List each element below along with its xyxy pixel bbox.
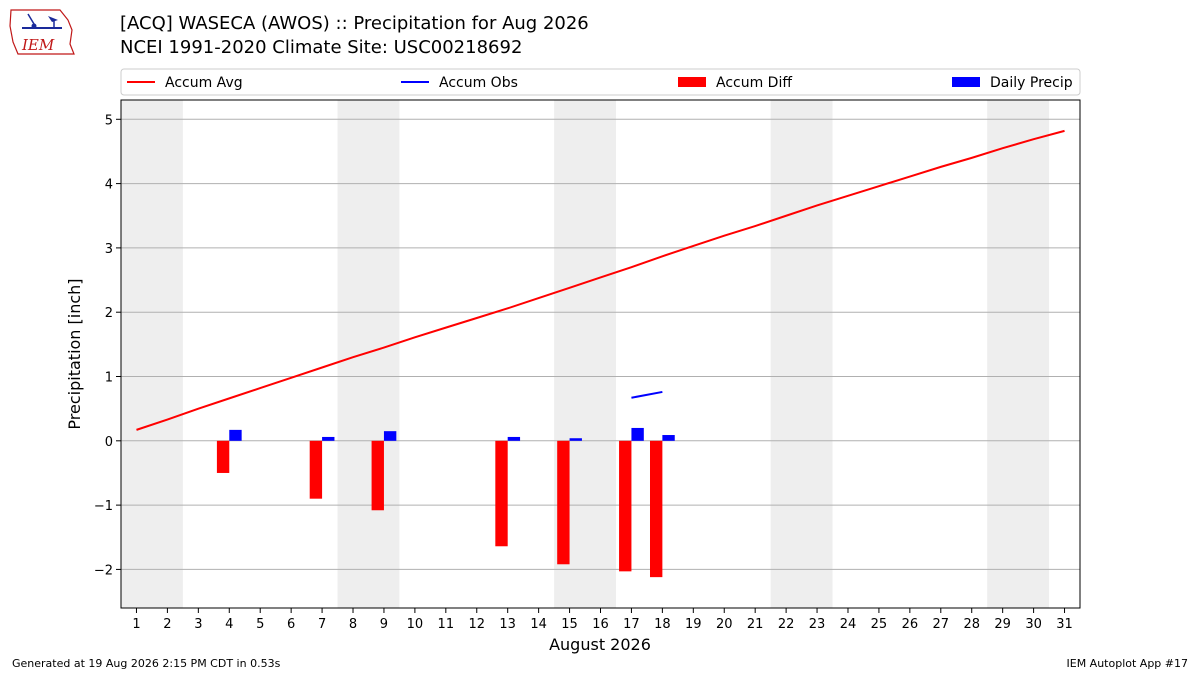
x-axis-label: August 2026 xyxy=(549,635,651,654)
daily-precip-bar xyxy=(507,436,521,441)
generated-timestamp: Generated at 19 Aug 2026 2:15 PM CDT in … xyxy=(12,657,281,670)
x-tick-label: 16 xyxy=(592,617,609,632)
legend-label: Accum Avg xyxy=(165,75,243,91)
app-credit: IEM Autoplot App #17 xyxy=(1066,657,1189,670)
weekend-shading xyxy=(121,100,1050,608)
daily-precip-bar xyxy=(631,427,644,441)
y-tick-label: 5 xyxy=(105,113,113,128)
legend-label: Accum Obs xyxy=(439,75,518,91)
accum-diff-bar xyxy=(619,440,632,572)
weekend-band xyxy=(337,100,400,608)
daily-precip-bar xyxy=(229,429,242,441)
grid-lines xyxy=(121,118,1080,570)
y-tick-label: 1 xyxy=(105,371,113,386)
x-tick-label: 21 xyxy=(747,617,764,632)
y-tick-label: 3 xyxy=(105,242,113,257)
accum-diff-bar xyxy=(557,440,570,565)
x-tick-label: 23 xyxy=(809,617,826,632)
legend: Accum Avg Accum Obs Accum Diff Daily Precip xyxy=(120,68,1081,96)
bars xyxy=(216,427,675,578)
legend-label: Daily Precip xyxy=(990,75,1073,91)
x-tick-label: 15 xyxy=(561,617,578,632)
chart-subtitle: NCEI 1991-2020 Climate Site: USC00218692 xyxy=(120,37,523,58)
logo-text: IEM xyxy=(21,36,55,54)
series-lines xyxy=(136,129,1065,431)
x-tick-label: 3 xyxy=(194,617,202,632)
legend-swatch xyxy=(678,77,706,87)
daily-precip-bar xyxy=(662,435,675,441)
legend-label: Accum Diff xyxy=(716,75,792,91)
x-tick-label: 5 xyxy=(256,617,264,632)
x-tick-label: 22 xyxy=(778,617,795,632)
x-tick-label: 10 xyxy=(407,617,424,632)
y-tick-label: −2 xyxy=(94,563,113,578)
accum-diff-bar xyxy=(309,440,323,499)
x-tick-label: 24 xyxy=(840,617,857,632)
x-tick-label: 30 xyxy=(1025,617,1042,632)
x-tick-label: 13 xyxy=(499,617,516,632)
x-tick-label: 9 xyxy=(380,617,388,632)
x-tick-label: 4 xyxy=(225,617,233,632)
x-tick-label: 14 xyxy=(530,617,547,632)
x-axis: 1 2 3 4 5 6 7 8 9 10 11 12 13 14 15 16 17 18 19 20 21 22 23 24 2… xyxy=(132,608,1073,632)
x-tick-label: 19 xyxy=(685,617,702,632)
x-tick-label: 29 xyxy=(994,617,1011,632)
accum-diff-bar xyxy=(371,440,384,511)
x-tick-label: 26 xyxy=(902,617,919,632)
accum-obs-line xyxy=(631,390,663,399)
accum-avg-line xyxy=(136,129,1065,431)
x-tick-label: 6 xyxy=(287,617,295,632)
x-tick-label: 31 xyxy=(1056,617,1073,632)
legend-box xyxy=(120,68,1081,96)
x-tick-label: 2 xyxy=(163,617,171,632)
y-tick-label: 2 xyxy=(105,306,113,321)
daily-precip-bar xyxy=(322,436,335,441)
accum-diff-bar xyxy=(649,440,663,578)
y-axis-label: Precipitation [inch] xyxy=(65,278,84,429)
chart-title: [ACQ] WASECA (AWOS) :: Precipitation for… xyxy=(120,13,589,34)
y-tick-label: 4 xyxy=(105,178,113,193)
x-tick-label: 28 xyxy=(963,617,980,632)
y-axis: −2 −1 0 1 2 3 4 5 xyxy=(94,113,121,578)
weekend-band xyxy=(987,100,1050,608)
x-tick-label: 8 xyxy=(349,617,357,632)
daily-precip-bar xyxy=(569,438,582,441)
x-tick-label: 12 xyxy=(468,617,485,632)
x-tick-label: 18 xyxy=(654,617,671,632)
x-tick-label: 11 xyxy=(438,617,455,632)
x-tick-label: 27 xyxy=(933,617,950,632)
y-tick-label: −1 xyxy=(94,499,113,514)
weekend-band xyxy=(770,100,833,608)
daily-precip-bar xyxy=(383,431,397,441)
accum-diff-bar xyxy=(216,440,230,473)
accum-diff-bar xyxy=(495,440,508,547)
x-tick-label: 25 xyxy=(871,617,888,632)
legend-swatch xyxy=(952,77,980,87)
iem-logo: IEM xyxy=(9,9,75,55)
x-tick-label: 7 xyxy=(318,617,326,632)
x-tick-label: 20 xyxy=(716,617,733,632)
x-tick-label: 17 xyxy=(623,617,640,632)
weekend-band xyxy=(121,100,183,608)
y-tick-label: 0 xyxy=(105,435,113,450)
x-tick-label: 1 xyxy=(132,617,140,632)
